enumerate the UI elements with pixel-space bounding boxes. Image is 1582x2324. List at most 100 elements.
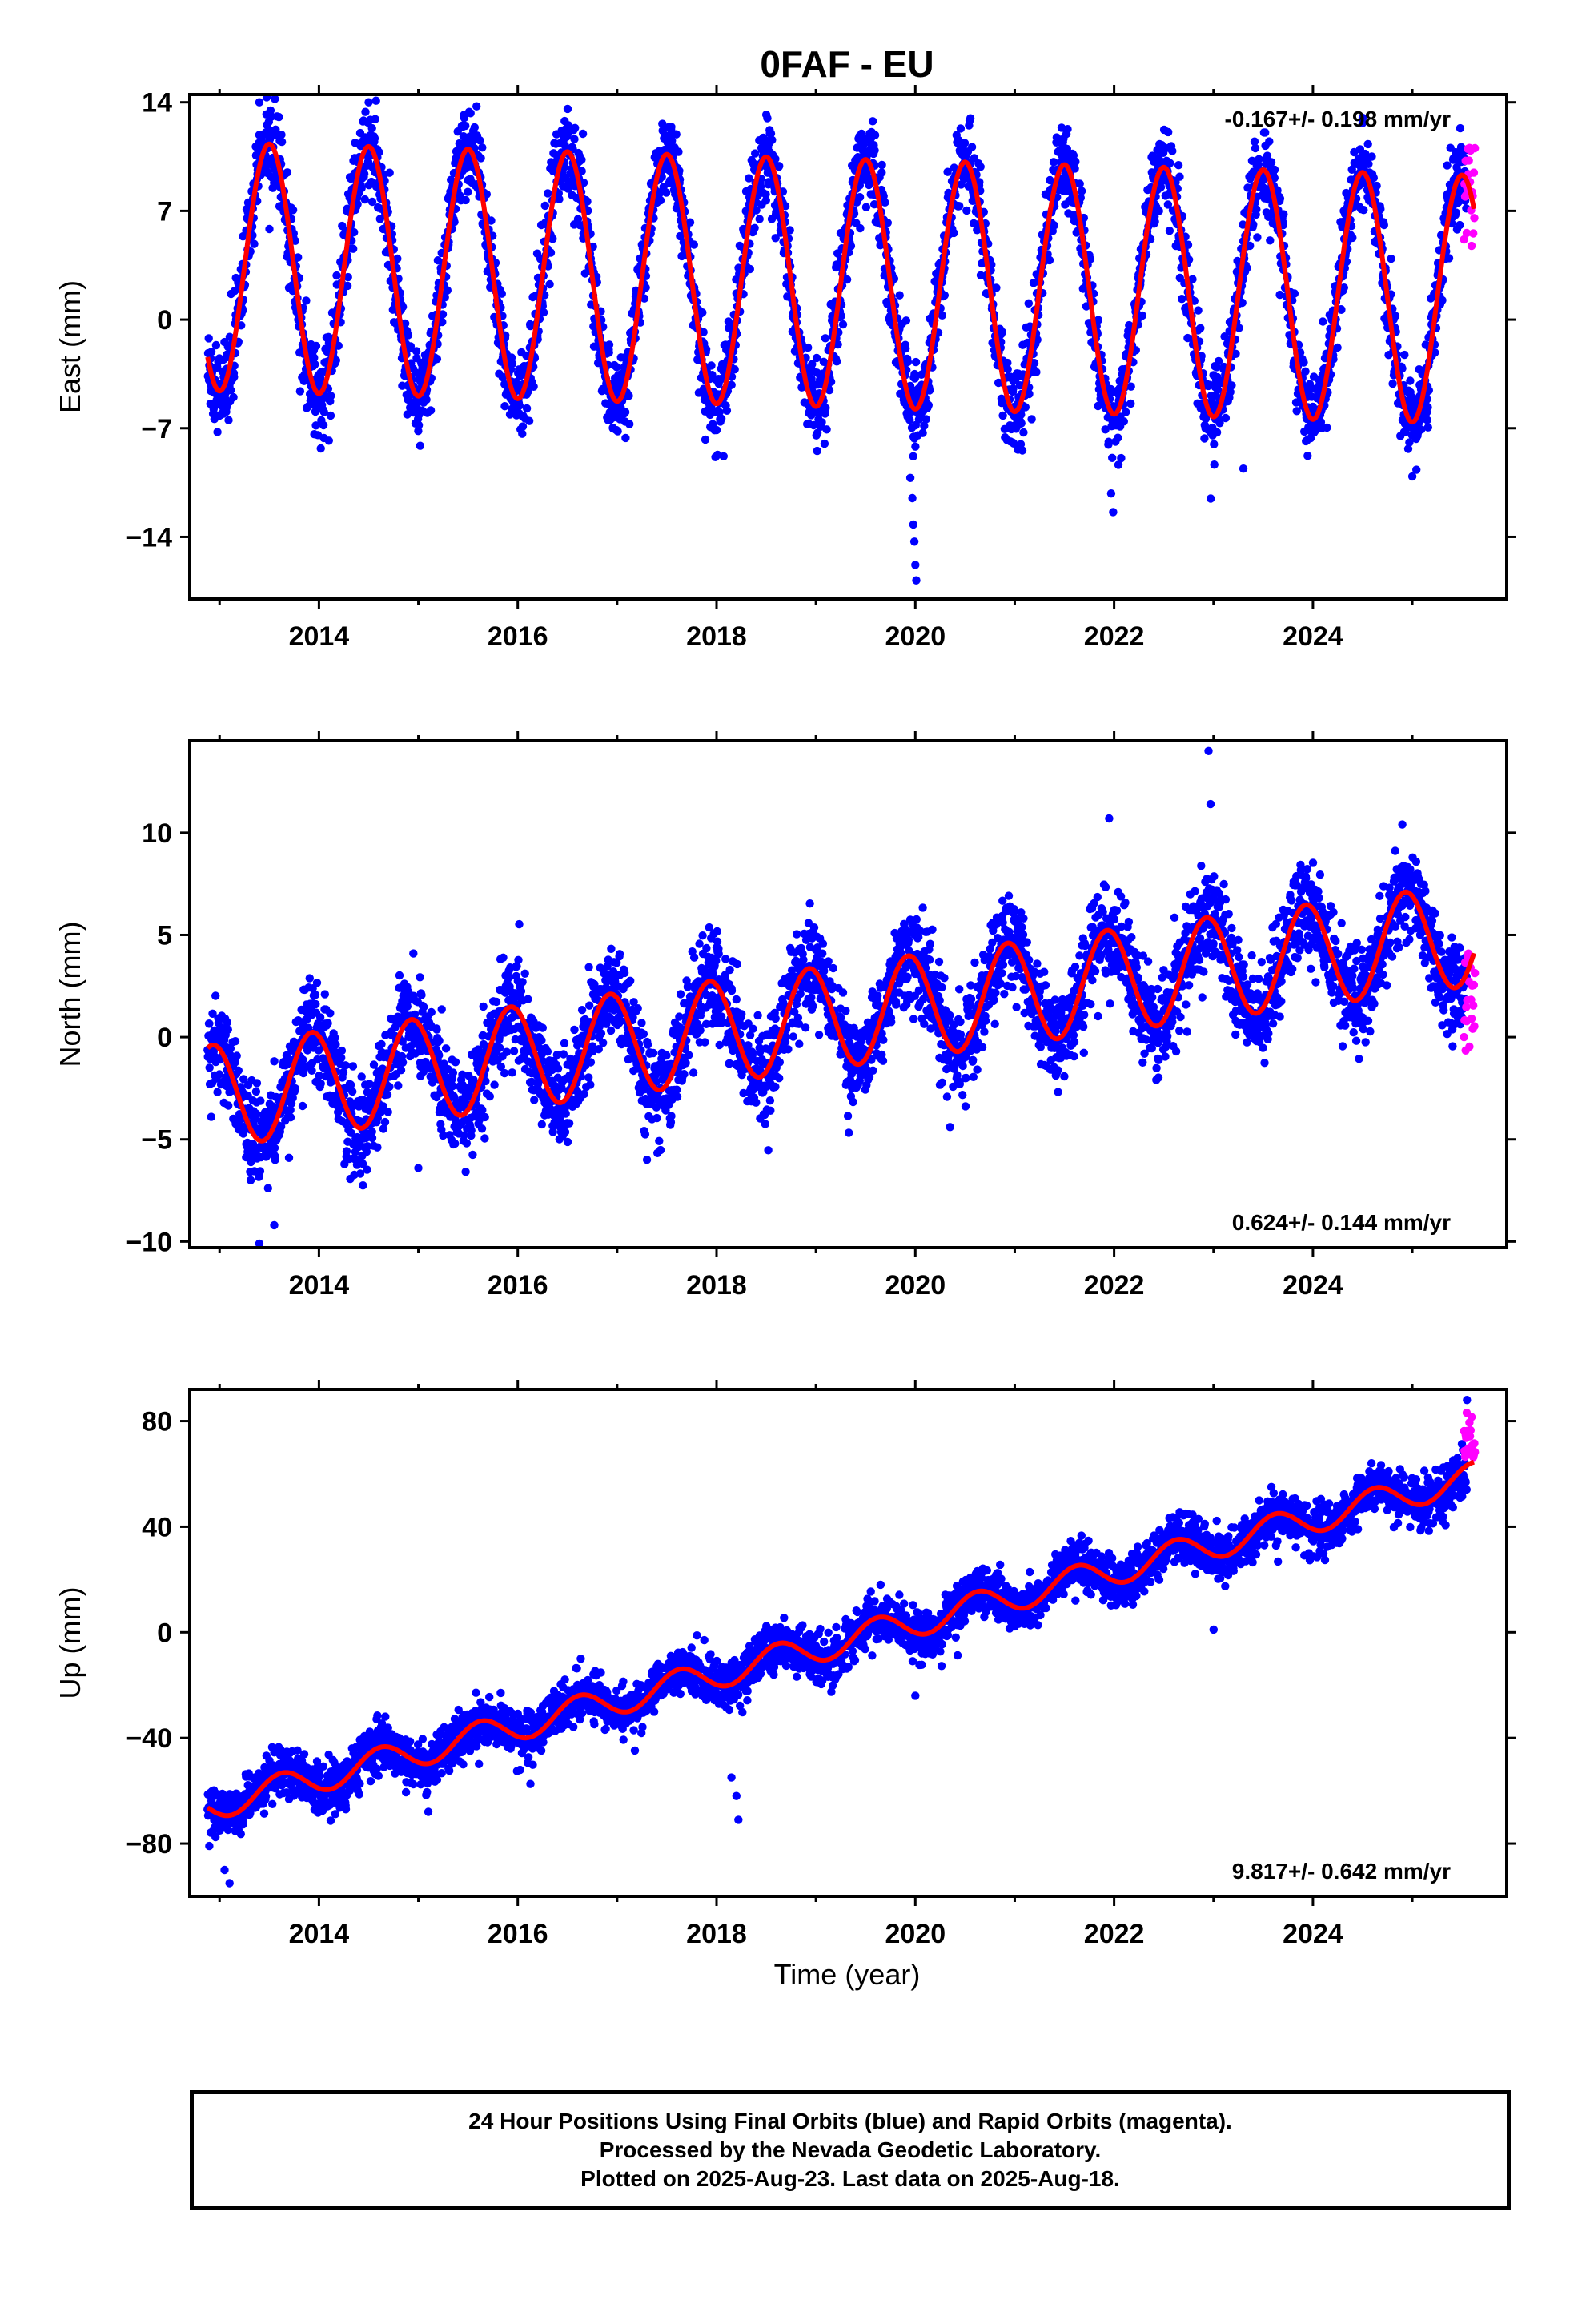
final-orbit-point — [271, 1156, 279, 1164]
final-orbit-point — [349, 244, 358, 253]
final-orbit-point — [1252, 205, 1261, 214]
final-orbit-point — [311, 991, 320, 999]
final-orbit-point — [383, 1090, 392, 1099]
final-orbit-point — [966, 114, 975, 123]
final-orbit-point — [620, 408, 630, 416]
final-orbit-point — [583, 197, 592, 206]
final-orbit-point — [518, 422, 528, 431]
final-orbit-point — [204, 334, 213, 343]
final-orbit-point — [1253, 233, 1262, 242]
final-orbit-point — [416, 441, 424, 450]
final-orbit-point — [294, 253, 303, 262]
final-orbit-point — [1117, 453, 1126, 463]
final-orbit-point — [1423, 416, 1432, 424]
outlier-point — [1239, 464, 1248, 473]
final-orbit-point — [1367, 152, 1376, 161]
final-orbit-point — [578, 129, 588, 139]
rapid-orbit-point — [1469, 168, 1479, 177]
outlier-point — [364, 98, 373, 107]
final-orbit-point — [271, 94, 279, 103]
final-orbit-point — [1071, 157, 1080, 167]
final-orbit-point — [1122, 408, 1130, 416]
final-orbit-point — [331, 356, 340, 365]
x-tick-label: 2018 — [686, 621, 747, 652]
final-orbit-point — [451, 1058, 460, 1067]
final-orbit-point — [674, 147, 683, 156]
final-orbit-point — [1299, 358, 1308, 367]
final-orbit-point — [938, 311, 947, 320]
final-orbit-point — [1333, 343, 1342, 352]
final-orbit-point — [1024, 299, 1034, 308]
final-orbit-point — [432, 1025, 441, 1034]
final-orbit-point — [230, 372, 239, 381]
final-orbit-point — [1212, 428, 1222, 437]
final-orbit-point — [343, 272, 352, 282]
outlier-point — [761, 111, 771, 119]
final-orbit-point — [1210, 460, 1219, 469]
final-orbit-point — [319, 408, 328, 416]
final-orbit-point — [497, 289, 506, 298]
final-orbit-point — [1290, 289, 1299, 298]
final-orbit-point — [580, 269, 589, 278]
final-orbit-point — [1175, 172, 1184, 181]
final-orbit-point — [1017, 419, 1026, 428]
final-orbit-point — [1372, 181, 1381, 191]
final-orbit-point — [955, 202, 964, 211]
x-tick-label: 2020 — [885, 621, 946, 652]
final-orbit-point — [373, 1143, 382, 1152]
final-orbit-point — [448, 1068, 458, 1077]
final-orbit-point — [877, 168, 886, 177]
final-orbit-point — [464, 187, 472, 196]
final-orbit-point — [641, 283, 650, 292]
final-orbit-point — [370, 134, 379, 143]
final-orbit-point — [903, 357, 913, 367]
final-orbit-point — [1050, 221, 1059, 230]
final-orbit-point — [1210, 440, 1219, 448]
x-tick-label: 2022 — [1084, 621, 1145, 652]
final-orbit-point — [288, 206, 298, 215]
final-orbit-point — [544, 189, 552, 198]
final-orbit-point — [234, 1066, 243, 1076]
final-orbit-point — [701, 435, 710, 444]
final-orbit-point — [745, 174, 753, 183]
final-orbit-point — [251, 1087, 261, 1096]
final-orbit-point — [348, 1062, 358, 1071]
final-orbit-point — [1166, 159, 1174, 167]
final-orbit-point — [213, 1088, 222, 1096]
final-orbit-point — [752, 206, 761, 215]
final-orbit-point — [207, 348, 216, 356]
final-orbit-point — [838, 320, 848, 329]
final-orbit-point — [911, 442, 920, 451]
final-orbit-point — [1077, 187, 1086, 195]
final-orbit-point — [435, 1051, 444, 1059]
final-orbit-point — [343, 281, 352, 291]
final-orbit-point — [761, 190, 770, 199]
final-orbit-point — [1108, 453, 1117, 462]
final-orbit-point — [1126, 399, 1135, 408]
final-orbit-point — [375, 147, 383, 157]
final-orbit-point — [1063, 125, 1072, 134]
final-orbit-point — [1456, 220, 1464, 230]
final-orbit-point — [331, 1040, 340, 1049]
final-orbit-point — [1319, 317, 1327, 326]
final-orbit-point — [359, 169, 369, 179]
final-orbit-point — [394, 1081, 403, 1090]
y-tick-label: −7 — [141, 414, 172, 444]
final-orbit-point — [1359, 206, 1368, 215]
final-orbit-point — [406, 342, 416, 351]
final-orbit-point — [727, 380, 736, 389]
final-orbit-point — [437, 1005, 446, 1014]
final-orbit-point — [956, 124, 966, 133]
final-orbit-point — [332, 271, 341, 280]
final-orbit-point — [263, 1184, 272, 1192]
rapid-orbit-point — [1469, 229, 1478, 238]
final-orbit-point — [441, 1044, 451, 1053]
final-orbit-point — [1154, 207, 1163, 215]
final-orbit-point — [1323, 423, 1331, 432]
final-orbit-point — [1126, 382, 1135, 391]
final-orbit-point — [539, 308, 548, 317]
final-orbit-point — [992, 283, 1001, 292]
